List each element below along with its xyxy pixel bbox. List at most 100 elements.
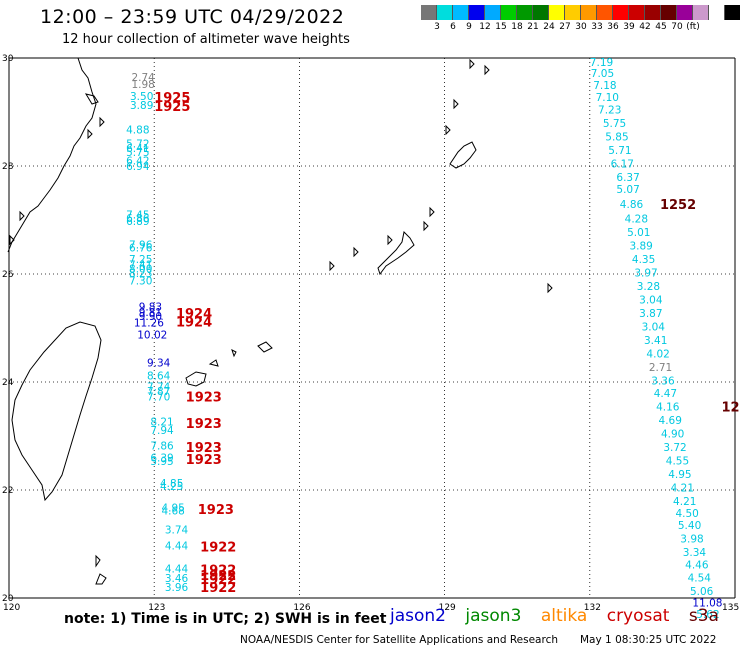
wave-height-label: 5.01: [627, 227, 650, 239]
lon-tick-label: 135: [722, 603, 739, 613]
colorbar-swatch: [725, 5, 740, 20]
wave-height-label: 7.70: [147, 392, 170, 404]
wave-height-label: 7.18: [593, 80, 616, 92]
lon-tick-label: 132: [584, 603, 601, 613]
colorbar-swatch: [661, 5, 677, 20]
lat-tick-label: 24: [2, 378, 14, 388]
wave-height-label: 6.76: [129, 243, 153, 255]
colorbar-swatch: [501, 5, 517, 20]
wave-height-label: 3.96: [165, 582, 189, 594]
wave-height-label: 6.42: [126, 156, 149, 168]
wave-height-label: 6.89: [126, 216, 149, 228]
sakishima-islands: [185, 341, 273, 387]
wave-height-label: 6.86: [126, 213, 150, 225]
colorbar-swatch: [581, 5, 597, 20]
wave-height-label: 6.41: [126, 143, 149, 155]
coastlines: [7, 57, 553, 585]
wave-height-label: 4.28: [625, 213, 648, 225]
colorbar-swatch: [453, 5, 469, 20]
wave-height-label: 5.62: [696, 609, 719, 621]
wave-height-label: 3.89: [130, 100, 153, 112]
pass-number-label: 1923: [186, 417, 222, 432]
wave-height-label: 4.16: [656, 401, 680, 413]
wave-height-label: 9.34: [147, 358, 171, 370]
colorbar-tick-label: 33: [591, 22, 603, 32]
satellite-legend: jason2 jason3 altika cryosat s3a: [390, 606, 733, 626]
credit-line: NOAA/NESDIS Center for Satellite Applica…: [240, 634, 558, 646]
wave-height-label: 4.69: [659, 415, 682, 427]
wave-height-label: 4.86: [620, 199, 644, 211]
colorbar-tick-label: 45: [655, 22, 667, 32]
wave-height-label: 4.44: [165, 563, 189, 575]
legend-s3a: s3a: [688, 606, 719, 626]
lat-tick-label: 20: [2, 594, 14, 604]
wave-height-label: 5.06: [690, 586, 714, 598]
lat-lon-grid: [8, 57, 736, 599]
wave-height-label: 9.81: [139, 307, 162, 319]
colorbar-tick-label: 70: [671, 22, 683, 32]
lat-tick-label: 30: [2, 54, 14, 64]
wave-height-label: 7.25: [129, 254, 152, 266]
wave-height-label: 3.89: [629, 240, 652, 252]
colorbar-tick-label: 3: [434, 22, 440, 32]
wave-height-label: 6.37: [616, 172, 639, 184]
wave-height-label: 5.75: [603, 118, 626, 130]
wave-height-label: 3.46: [165, 573, 189, 585]
colorbar-tick-label: 24: [543, 22, 555, 32]
pass-number-label: 1924: [176, 316, 212, 331]
colorbar-swatch: [421, 5, 437, 20]
okinawa: [377, 230, 415, 276]
wave-height-label: 1.98: [131, 79, 154, 91]
colorbar-swatch: [645, 5, 661, 20]
amami-island: [449, 141, 477, 169]
wave-height-label: 7.41: [129, 259, 152, 271]
wave-height-label: 4.02: [646, 348, 669, 360]
colorbar-swatch: [549, 5, 565, 20]
pass-number-labels: 1925192519241924192319231923192319231922…: [154, 91, 740, 596]
wave-height-label: 3.50: [130, 91, 153, 103]
wave-height-label: 4.46: [685, 560, 709, 572]
wave-height-label: 10.02: [137, 329, 167, 341]
wave-height-label: 2.71: [649, 362, 672, 374]
wave-height-label: 5.85: [605, 131, 628, 143]
lat-tick-label: 22: [2, 486, 13, 496]
wave-height-label: 8.64: [147, 371, 171, 383]
pass-number-label: 1923: [186, 453, 222, 468]
wave-height-label: 4.95: [161, 502, 184, 514]
wave-height-label: 4.54: [688, 572, 712, 584]
wave-height-label: 11.26: [134, 318, 164, 330]
wave-height-label: 8.21: [150, 416, 173, 428]
wave-height-label: 7.94: [150, 425, 174, 437]
lat-tick-label: 26: [2, 270, 14, 280]
colorbar-swatch: [485, 5, 501, 20]
tokara-islands: [329, 58, 490, 272]
colorbar-swatch: [709, 5, 725, 20]
colorbar-tick-label: 21: [527, 22, 539, 32]
colorbar-swatch: [517, 5, 533, 20]
colorbar-swatch: [469, 5, 485, 20]
wave-height-label: 4.55: [666, 455, 689, 467]
colorbar-tick-label: 42: [639, 22, 651, 32]
colorbar-tick-label: 18: [511, 22, 523, 32]
pass-number-label: 1923: [186, 441, 222, 456]
pass-number-label: 1922: [200, 581, 236, 596]
pass-number-label: 1922: [200, 563, 236, 578]
china-coastline: [7, 57, 97, 253]
wave-height-label: 6.39: [150, 453, 173, 465]
wave-height-label: 7.23: [598, 104, 621, 116]
colorbar-tick-label: 36: [607, 22, 619, 32]
wave-height-label: 3.04: [639, 294, 663, 306]
wave-height-label: 4.21: [671, 482, 694, 494]
china-islands: [9, 93, 105, 246]
colorbar-swatch: [613, 5, 629, 20]
colorbar-tick-label: 9: [466, 22, 472, 32]
wave-height-label: 4.47: [654, 388, 677, 400]
wave-height-label: 3.36: [651, 375, 675, 387]
wave-height-label: 3.34: [683, 547, 707, 559]
pass-number-label: 1251: [721, 400, 740, 415]
wave-height-label: 4.85: [160, 478, 183, 490]
pass-number-label: 1922: [200, 541, 236, 556]
wave-height-label: 7.10: [596, 92, 619, 104]
pass-number-label: 1925: [154, 91, 190, 106]
